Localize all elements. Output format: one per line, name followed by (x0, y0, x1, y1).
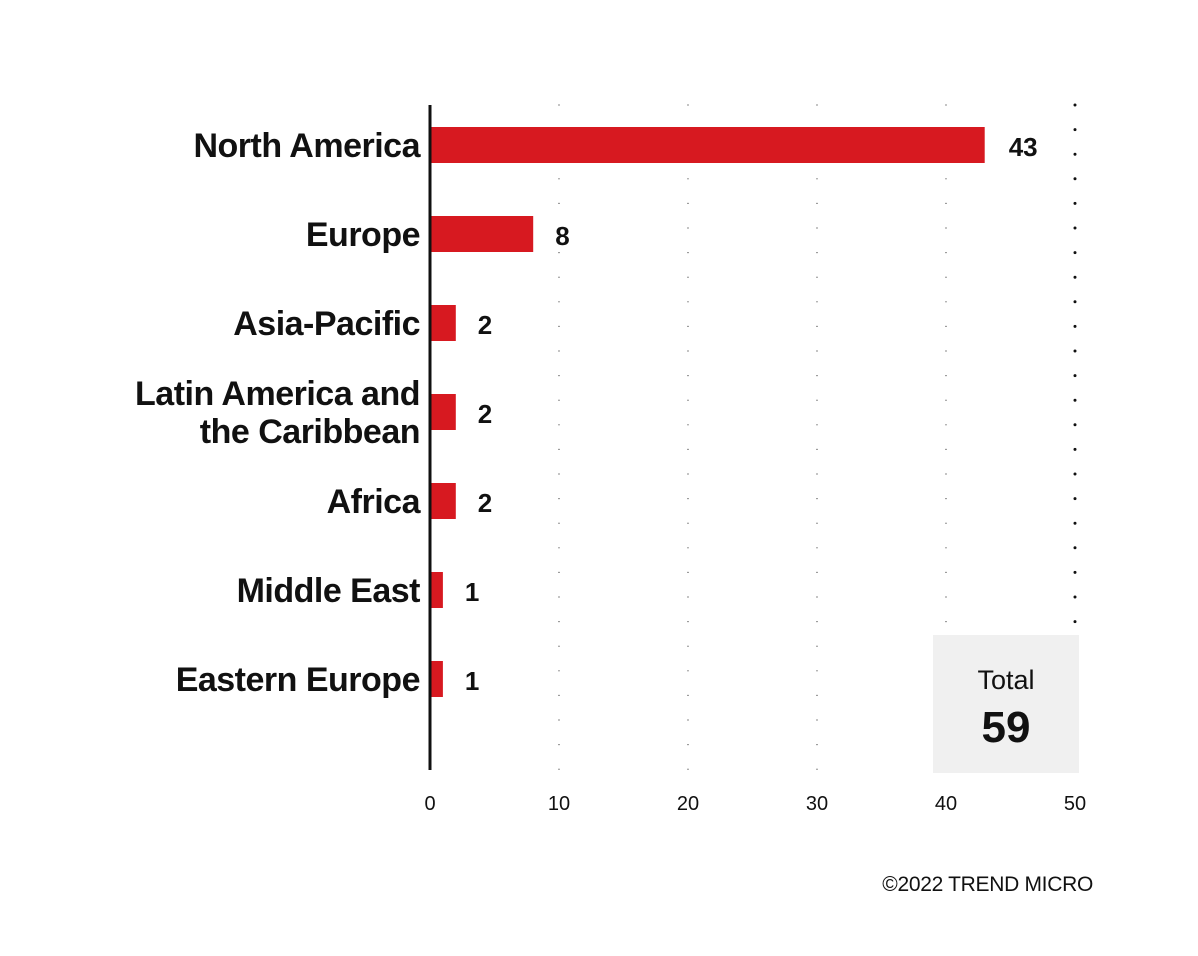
value-label-4: 2 (478, 488, 492, 518)
category-label-4: Africa (327, 483, 422, 521)
value-label-3: 2 (478, 399, 492, 429)
x-tick-label-40: 40 (935, 793, 957, 815)
total-value: 59 (981, 703, 1031, 752)
x-tick-label-30: 30 (806, 793, 828, 815)
x-tick-label-0: 0 (424, 793, 435, 815)
bar-0 (430, 127, 985, 163)
bar-5 (430, 572, 443, 608)
bar-4 (430, 483, 456, 519)
category-label-6: Eastern Europe (176, 661, 420, 699)
value-label-5: 1 (465, 577, 479, 607)
category-label-3-line-0: Latin America and (135, 375, 420, 413)
copyright-note: ©2022 TREND MICRO (882, 873, 1093, 896)
value-label-2: 2 (478, 310, 492, 340)
category-label-5: Middle East (237, 572, 421, 610)
category-label-0: North America (193, 127, 421, 165)
x-tick-label-50: 50 (1064, 793, 1086, 815)
total-label: Total (977, 665, 1035, 695)
category-label-2: Asia-Pacific (233, 305, 420, 343)
bar-3 (430, 394, 456, 430)
bar-6 (430, 661, 443, 697)
category-label-1: Europe (306, 216, 420, 254)
value-label-0: 43 (1009, 132, 1038, 162)
bar-1 (430, 216, 534, 252)
value-label-1: 8 (555, 221, 569, 251)
value-label-6: 1 (465, 666, 479, 696)
x-tick-label-20: 20 (677, 793, 699, 815)
total-box: Total 59 (933, 635, 1079, 773)
x-tick-label-10: 10 (548, 793, 570, 815)
bar-2 (430, 305, 456, 341)
category-label-3-line-1: the Caribbean (200, 413, 420, 451)
